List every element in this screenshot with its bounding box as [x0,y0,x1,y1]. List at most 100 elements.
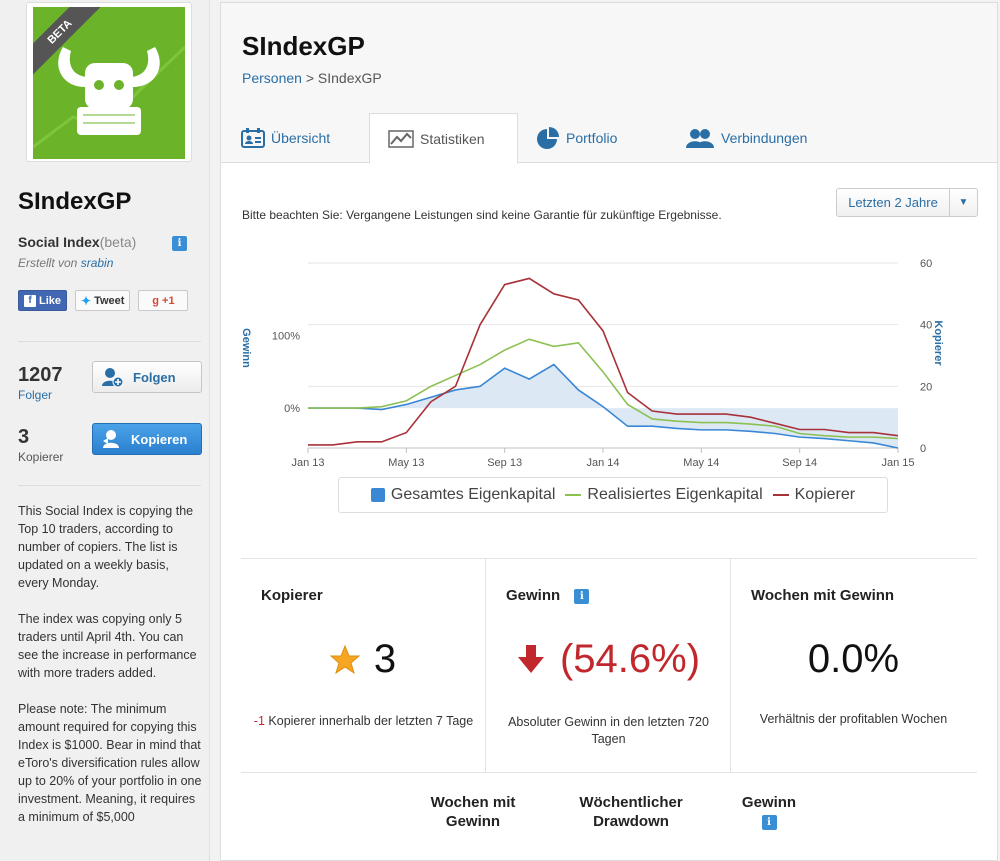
robot-bull-logo-icon [33,45,185,149]
info-icon[interactable]: i [574,588,590,604]
left-tick-label: 0% [284,403,300,415]
series-line-1 [308,338,899,440]
stat-gain-value: (54.6%) [559,637,701,681]
tab-connections[interactable]: Verbindungen [685,113,807,163]
copy-label: Kopieren [131,431,188,447]
social-buttons: f Like ✦ Tweet g +1 [18,290,189,311]
right-tick-label: 0 [920,443,926,455]
performance-chart: 0 20 40 60 0% 100% Gewinn Kopierer Jan 13 May 13 S… [233,248,953,478]
tab-statistics-label: Statistiken [420,130,485,147]
legend-label-realized: Realisiertes Eigenkapital [587,486,763,503]
header-gain: Gewinn i [719,793,819,831]
stat-copiers-delta-text: Kopierer innerhalb der letzten 7 Tage [268,714,474,728]
description-paragraph: Please note: The minimum amount required… [18,702,202,824]
star-icon [329,644,360,674]
main-panel: SIndexGP Personen > SIndexGP Übersicht S… [220,2,998,861]
copy-button[interactable]: Kopieren [92,423,202,455]
avatar: BETA [33,7,185,159]
facebook-icon: f [24,294,36,307]
tweet-button[interactable]: ✦ Tweet [75,290,131,311]
stat-weeks-value: 0.0% [807,637,900,681]
creator-link[interactable]: srabin [80,256,114,270]
stat-gain-value-row: (54.6%) [486,637,730,682]
google-plus-icon: g [152,294,160,307]
right-tick-label: 20 [920,381,932,393]
tab-portfolio-label: Portfolio [566,130,618,146]
secondary-stats-headers: Wochen mit Gewinn Wöchentlicher Drawdown… [241,793,977,853]
chart-legend: Gesamtes Eigenkapital Realisiertes Eigen… [338,477,888,513]
header-weekly-drawdown: Wöchentlicher Drawdown [579,794,683,830]
breadcrumb: Personen > SIndexGP [242,70,382,86]
breadcrumb-current: SIndexGP [317,70,382,86]
people-icon [686,129,714,148]
x-tick-label: Jan 15 [881,457,914,469]
info-icon[interactable]: i [172,236,187,251]
profile-description: This Social Index is copying the Top 10 … [18,502,202,844]
profile-type-label: Social Index [18,234,100,250]
stat-profitable-weeks: Wochen mit Gewinn 0.0% Verhältnis der pr… [731,559,976,772]
x-tick-label: Sep 13 [487,457,522,469]
breadcrumb-separator: > [305,70,315,86]
legend-swatch-copiers [772,494,789,496]
divider [18,341,201,342]
right-tick-label: 60 [920,258,932,270]
x-tick-label: Jan 13 [291,457,324,469]
copiers-count: 3 [18,426,30,448]
created-by-label: Erstellt von [18,256,78,270]
header-gain-label: Gewinn [741,794,797,811]
facebook-like-button[interactable]: f Like [18,290,68,311]
follow-button[interactable]: Folgen [92,361,202,393]
x-tick-label: May 14 [683,457,719,469]
profile-type-suffix: (beta) [99,234,137,250]
tab-statistics[interactable]: Statistiken [369,113,518,164]
legend-swatch-realized [565,494,582,496]
followers-label[interactable]: Folger [18,388,53,402]
stat-gain-sub: Absoluter Gewinn in den letzten 720 Tage… [508,715,709,746]
right-axis-title: Kopierer [932,320,944,366]
tab-portfolio[interactable]: Portfolio [536,113,617,163]
gplus-label: +1 [162,294,175,307]
chart-icon [388,129,414,148]
equity-area [308,364,898,448]
performance-disclaimer: Bitte beachten Sie: Vergangene Leistunge… [242,208,722,222]
legend-item-realized[interactable]: Realisiertes Eigenkapital [565,486,763,504]
profile-type: Social Index(beta) i [18,234,187,251]
legend-item-equity[interactable]: Gesamtes Eigenkapital [370,486,556,504]
tab-overview-label: Übersicht [271,130,331,146]
breadcrumb-link-people[interactable]: Personen [242,70,302,86]
left-tick-label: 100% [272,331,300,343]
stat-weeks-sub: Verhältnis der profitablen Wochen [759,712,948,726]
page-header: SIndexGP Personen > SIndexGP [221,3,997,113]
legend-label-copiers: Kopierer [794,486,856,503]
legend-swatch-equity [370,488,385,502]
profile-sidebar: BETA SIndexGP Social Index(beta) i Erste… [0,0,210,861]
legend-label-equity: Gesamtes Eigenkapital [390,486,556,503]
copiers-label: Kopierer [18,450,64,464]
tab-bar: Übersicht Statistiken Portfolio Verbindu… [221,113,997,164]
legend-item-copiers[interactable]: Kopierer [772,486,856,504]
period-select[interactable]: Letzten 2 Jahre ▼ [836,188,978,217]
x-tick-label: Jan 14 [586,457,619,469]
stat-copiers-value: 3 [373,637,397,681]
google-plus-button[interactable]: g +1 [138,290,189,311]
page-title: SIndexGP [242,31,365,61]
follow-label: Folgen [133,369,176,385]
stat-copiers: Kopierer 3 -1 Kopierer innerhalb der let… [241,559,486,772]
stat-weeks-title: Wochen mit Gewinn [751,587,895,604]
created-by: Erstellt von srabin [18,256,113,270]
tweet-label: Tweet [94,294,125,307]
description-paragraph: This Social Index is copying the Top 10 … [18,504,194,590]
tab-connections-label: Verbindungen [721,130,808,146]
performance-chart-svg: 0 20 40 60 0% 100% Gewinn Kopierer Jan 13 May 13 S… [240,258,944,469]
tab-overview[interactable]: Übersicht [241,113,330,163]
info-icon[interactable]: i [761,814,777,830]
divider [18,485,201,486]
stat-copiers-title: Kopierer [261,587,323,604]
series-line-0 [308,363,899,449]
right-tick-label: 40 [920,320,932,332]
x-tick-label: May 13 [388,457,424,469]
twitter-icon: ✦ [81,293,92,308]
chevron-down-icon[interactable]: ▼ [949,189,977,216]
stats-panel: Kopierer 3 -1 Kopierer innerhalb der let… [241,558,977,773]
stat-copiers-sub: -1 Kopierer innerhalb der letzten 7 Tage [251,713,476,730]
